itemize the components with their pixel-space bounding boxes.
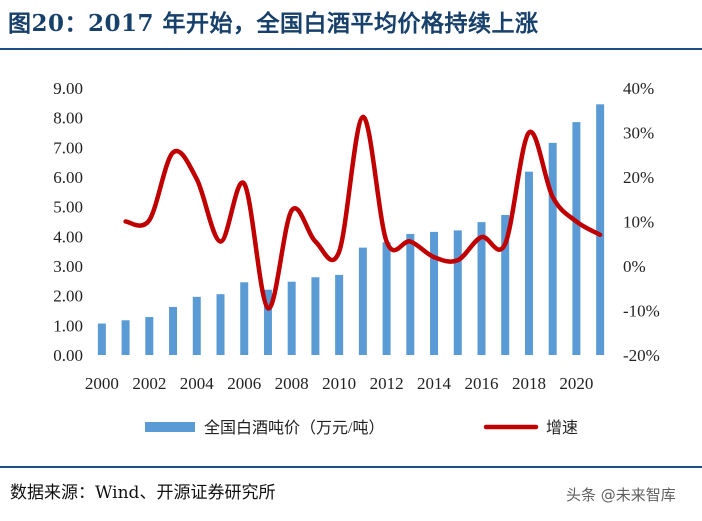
chart-legend: 全国白酒吨价（万元/吨） 增速: [145, 419, 578, 437]
footer-divider: [0, 466, 702, 468]
left-tick-label: 1.00: [53, 316, 83, 335]
x-tick-label: 2014: [417, 374, 452, 393]
x-tick-label: 2000: [85, 374, 119, 393]
bar-2005: [216, 294, 225, 355]
chart-title: 图20：2017 年开始，全国白酒平均价格持续上涨: [8, 10, 539, 37]
bar-2003: [169, 306, 178, 355]
left-axis-ticks: 0.00 1.00 2.00 3.00 4.00 5.00 6.00 7.00 8.00 9.00: [53, 79, 83, 365]
x-tick-label: 2002: [132, 374, 166, 393]
x-tick-label: 2016: [465, 374, 499, 393]
left-tick-label: 0.00: [53, 346, 83, 365]
right-tick-label: 0%: [623, 257, 646, 276]
bar-series: [97, 104, 605, 355]
bar-2001: [121, 320, 130, 355]
right-tick-label: 30%: [623, 124, 654, 143]
bar-2020: [572, 122, 581, 355]
left-tick-label: 9.00: [53, 79, 83, 98]
x-tick-label: 2018: [512, 374, 546, 393]
bar-2015: [453, 230, 462, 355]
data-source-note: 数据来源：Wind、开源证券研究所: [10, 483, 276, 503]
bar-2007: [263, 289, 272, 355]
x-tick-label: 2008: [275, 374, 309, 393]
bar-2016: [477, 222, 486, 355]
bar-2018: [524, 171, 533, 355]
growth-line: [123, 114, 603, 311]
right-tick-label: -10%: [623, 302, 660, 321]
bar-2019: [548, 142, 557, 355]
watermark: 头条 @未来智库: [566, 486, 676, 504]
bar-2014: [430, 231, 439, 355]
right-tick-label: 10%: [623, 213, 654, 232]
right-axis-ticks: -20% -10% 0% 10% 20% 30% 40%: [623, 79, 660, 365]
title-divider: [0, 48, 702, 50]
right-tick-label: -20%: [623, 346, 660, 365]
left-tick-label: 4.00: [53, 227, 83, 246]
left-tick-label: 3.00: [53, 257, 83, 276]
left-tick-label: 5.00: [53, 198, 83, 217]
bar-2010: [335, 274, 344, 355]
bar-2011: [358, 247, 367, 355]
bar-2012: [382, 242, 391, 355]
bar-2000: [97, 323, 106, 355]
right-tick-label: 40%: [623, 79, 654, 98]
left-tick-label: 8.00: [53, 109, 83, 128]
left-tick-label: 7.00: [53, 138, 83, 157]
x-tick-label: 2012: [370, 374, 404, 393]
x-tick-label: 2006: [227, 374, 261, 393]
legend-bar-label: 全国白酒吨价（万元/吨）: [204, 419, 384, 437]
left-tick-label: 6.00: [53, 168, 83, 187]
x-tick-label: 2004: [180, 374, 215, 393]
right-tick-label: 20%: [623, 168, 654, 187]
growth-line-series: [123, 114, 603, 311]
legend-bar-swatch: [145, 422, 195, 432]
chart-canvas: 0.00 1.00 2.00 3.00 4.00 5.00 6.00 7.00 8.00 9.00…: [53, 79, 660, 437]
x-tick-label: 2020: [559, 374, 593, 393]
x-tick-label: 2010: [322, 374, 356, 393]
bar-2004: [192, 296, 201, 355]
bar-2017: [501, 214, 510, 355]
bar-2002: [145, 317, 154, 355]
bar-2013: [406, 233, 415, 355]
bar-2021: [596, 104, 605, 355]
bar-2006: [240, 282, 249, 355]
x-axis-ticks: 2000 2002 2004 2006 2008 2010 2012 2014 2016 2018…: [85, 374, 594, 393]
bar-2009: [311, 277, 320, 355]
bar-2008: [287, 281, 296, 355]
legend-line-label: 增速: [546, 419, 578, 437]
left-tick-label: 2.00: [53, 287, 83, 306]
